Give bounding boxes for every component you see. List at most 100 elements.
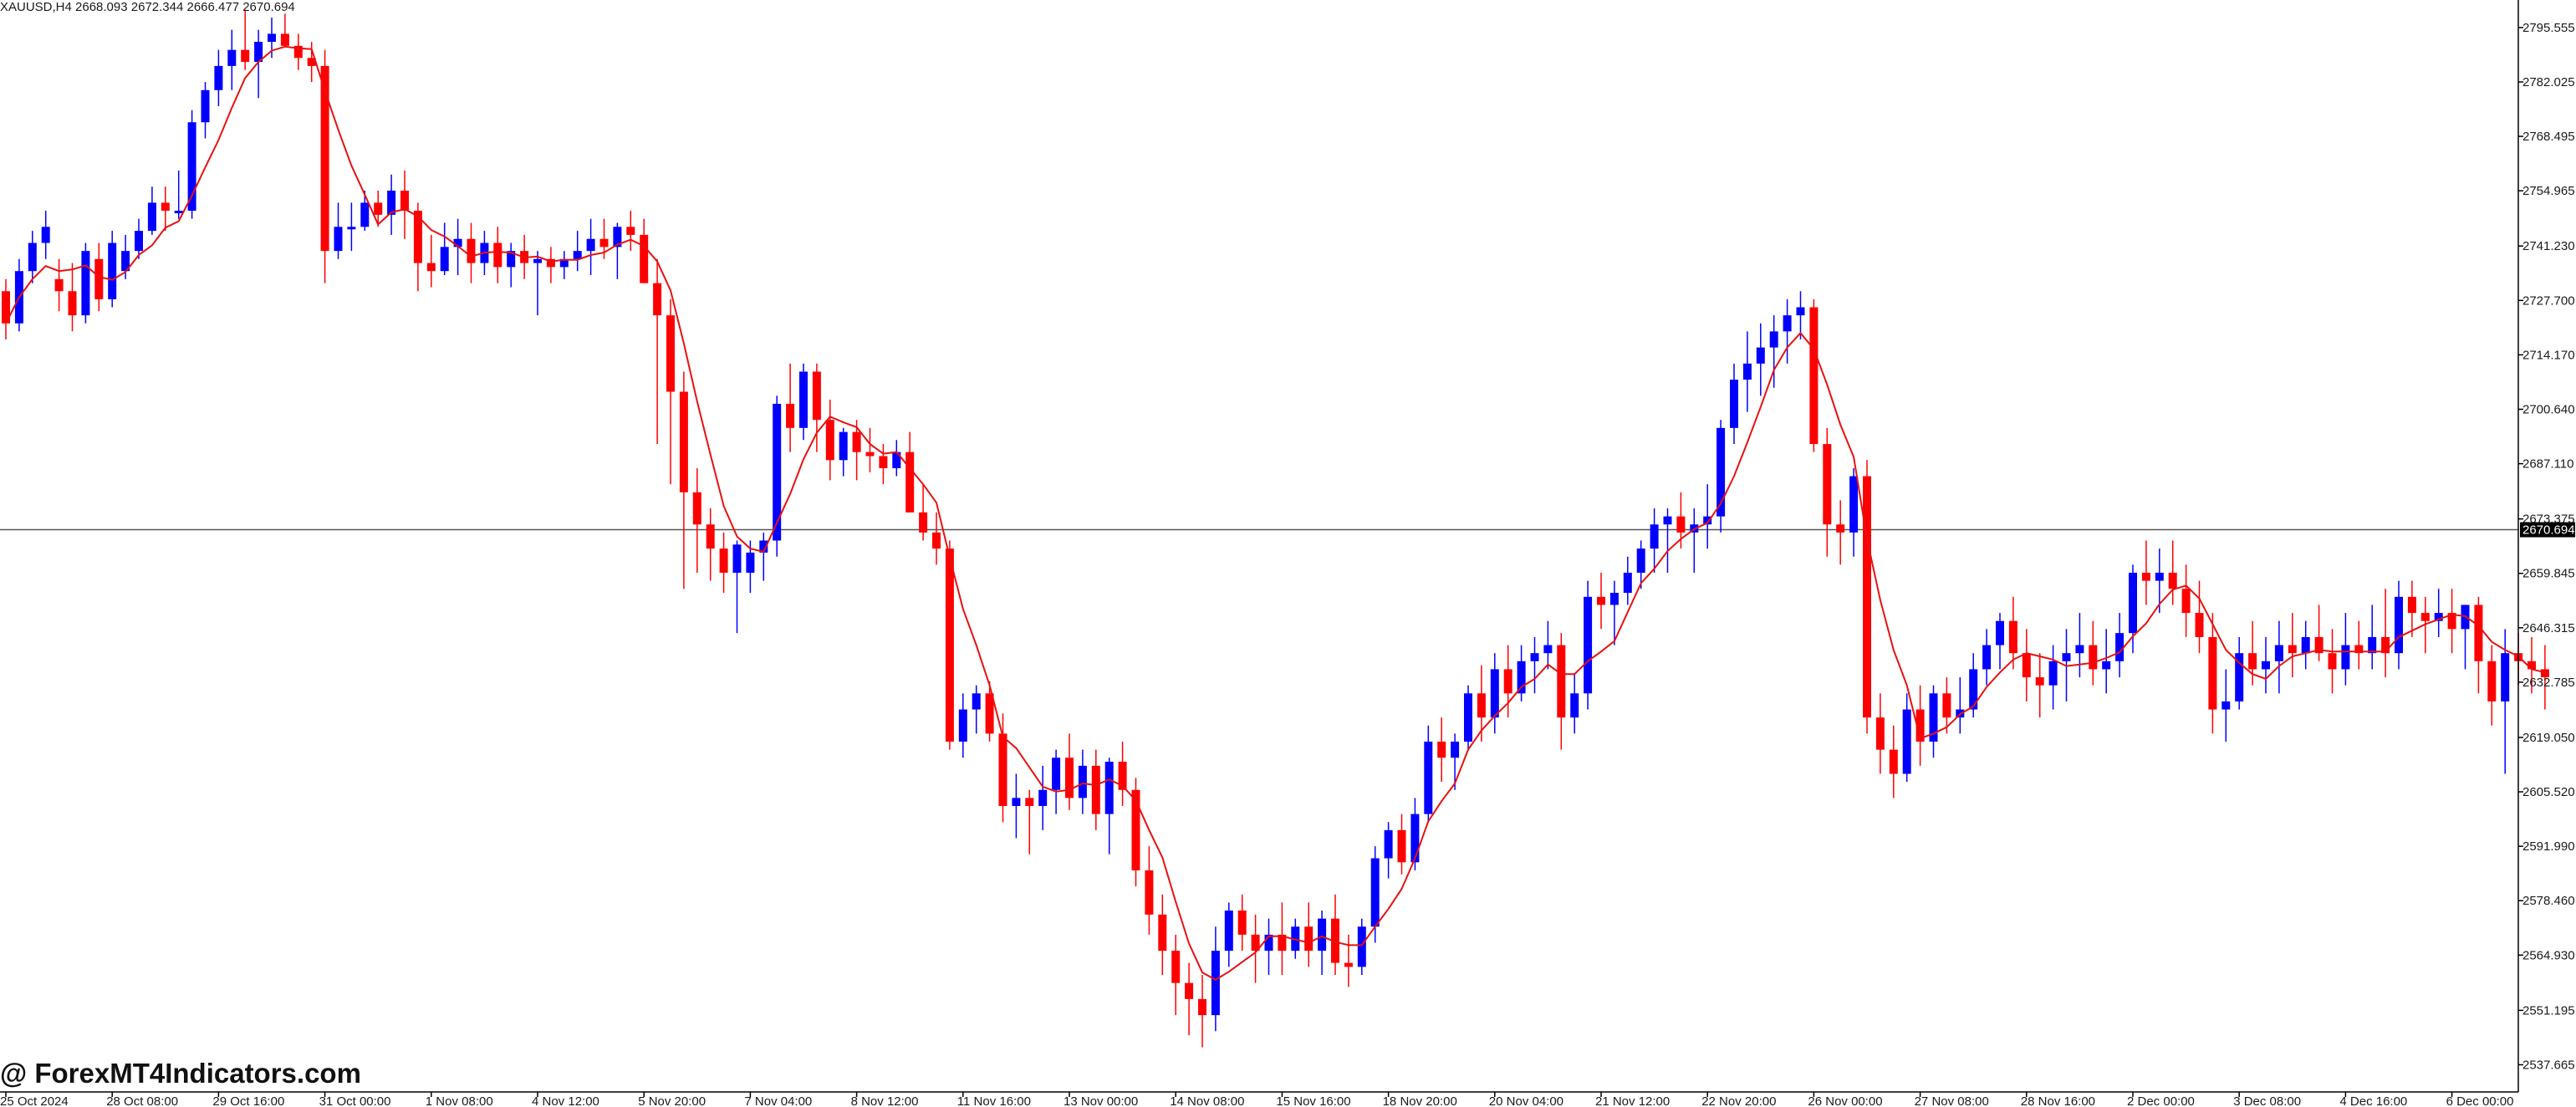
candle-body [2354, 645, 2364, 654]
candle-body [2501, 653, 2510, 701]
candle-body [1370, 858, 1380, 927]
candle-body [746, 552, 755, 573]
candle-body [2368, 636, 2377, 654]
axes-group [0, 0, 2519, 1093]
candle-body [440, 247, 449, 272]
watermark: @ ForexMT4Indicators.com [0, 1058, 361, 1089]
candle-body [2008, 620, 2017, 654]
candle-body [493, 242, 502, 268]
candle-body [94, 258, 104, 299]
candle-body [786, 403, 795, 428]
candle-body [1584, 596, 1593, 694]
y-tick-label: 2727.700 [2522, 293, 2575, 308]
candle-body [1025, 798, 1034, 806]
candle-body [1012, 798, 1021, 806]
candle-body [1118, 762, 1127, 790]
candle-body [613, 227, 622, 247]
candle-body [2288, 645, 2297, 654]
candle-body [68, 291, 77, 316]
candle-body [1915, 709, 1925, 742]
candle-body [2141, 572, 2150, 581]
y-tick-label: 2537.665 [2522, 1058, 2575, 1072]
candle-body [2248, 653, 2257, 670]
candle-body [1742, 363, 1752, 380]
candle-body [945, 548, 954, 742]
candle-body [135, 231, 143, 252]
candle-body [1038, 789, 1048, 806]
candle-body [2221, 701, 2231, 710]
x-tick-label: 5 Nov 20:00 [638, 1094, 706, 1107]
candle-body [201, 89, 210, 123]
candle-body [732, 544, 742, 573]
y-tick-label: 2564.930 [2522, 948, 2575, 962]
candle-body [919, 512, 928, 533]
candle-body [2075, 645, 2084, 654]
candle-body [985, 693, 994, 734]
candle-body [1490, 669, 1499, 718]
candle-body [1318, 918, 1327, 951]
current-price-tag: 2670.694 [2520, 522, 2575, 538]
candle-body [2447, 613, 2456, 630]
candle-body [1131, 789, 1140, 870]
candle-body [360, 202, 370, 227]
candle-body [214, 65, 223, 90]
candle-body [1078, 765, 1087, 798]
y-tick-label: 2741.230 [2522, 239, 2575, 253]
candle-body [2314, 636, 2324, 654]
candle-body [1304, 926, 1314, 951]
candle-body [1849, 476, 1859, 533]
candle-body [706, 524, 715, 549]
candle-body [1503, 669, 1512, 694]
moving-average-line [5, 45, 2546, 981]
candle-body [280, 33, 289, 46]
candle-body [1636, 548, 1645, 573]
candle-body [812, 371, 821, 421]
candle-body [2168, 572, 2177, 589]
symbol-header: XAUUSD,H4 2668.093 2672.344 2666.477 267… [0, 0, 295, 14]
candle-body [2102, 661, 2111, 670]
candle-body [1836, 524, 1845, 533]
x-tick-label: 25 Oct 2024 [0, 1094, 69, 1107]
candle-body [1676, 516, 1686, 533]
candle-body [2528, 661, 2536, 670]
candle-body [1703, 516, 1712, 525]
candle-body [467, 238, 476, 263]
candle-body [892, 451, 901, 468]
y-tick-label: 2687.110 [2522, 457, 2573, 472]
candle-body [1623, 572, 1632, 594]
candle-body [1609, 593, 1619, 605]
x-tick-label: 6 Dec 00:00 [2446, 1094, 2514, 1107]
candle-body [2195, 613, 2204, 637]
candle-body [147, 202, 156, 232]
x-tick-label: 11 Nov 16:00 [957, 1094, 1031, 1107]
candle-body [293, 45, 303, 59]
x-tick-label: 2 Dec 00:00 [2127, 1094, 2195, 1107]
candle-body [1104, 762, 1114, 814]
candle-body [1823, 444, 1832, 525]
candle-body [1251, 934, 1260, 951]
candle-body [1331, 918, 1339, 963]
candle-body [825, 420, 834, 461]
candle-body [2208, 636, 2217, 710]
candle-body [879, 456, 888, 468]
candle-body [546, 258, 555, 268]
candle-body [2155, 572, 2164, 581]
candle-body [2474, 605, 2483, 661]
x-tick-label: 3 Dec 08:00 [2233, 1094, 2301, 1107]
x-tick-label: 29 Oct 16:00 [212, 1094, 284, 1107]
candle-body [2420, 613, 2430, 621]
candle-body [2407, 596, 2416, 614]
y-tick-label: 2646.315 [2522, 621, 2575, 635]
candle-body [1437, 742, 1446, 758]
candle-body [1716, 427, 1726, 517]
y-tick-label: 2578.460 [2522, 894, 2575, 908]
candle-body [413, 211, 422, 263]
x-tick-label: 20 Nov 04:00 [1489, 1094, 1563, 1107]
candle-body [108, 242, 117, 299]
y-axis-ticks: 2795.555 2782.025 2768.495 2754.965 2741.230… [2518, 21, 2575, 1072]
candle-body [719, 548, 728, 573]
candle-body [2341, 645, 2350, 670]
